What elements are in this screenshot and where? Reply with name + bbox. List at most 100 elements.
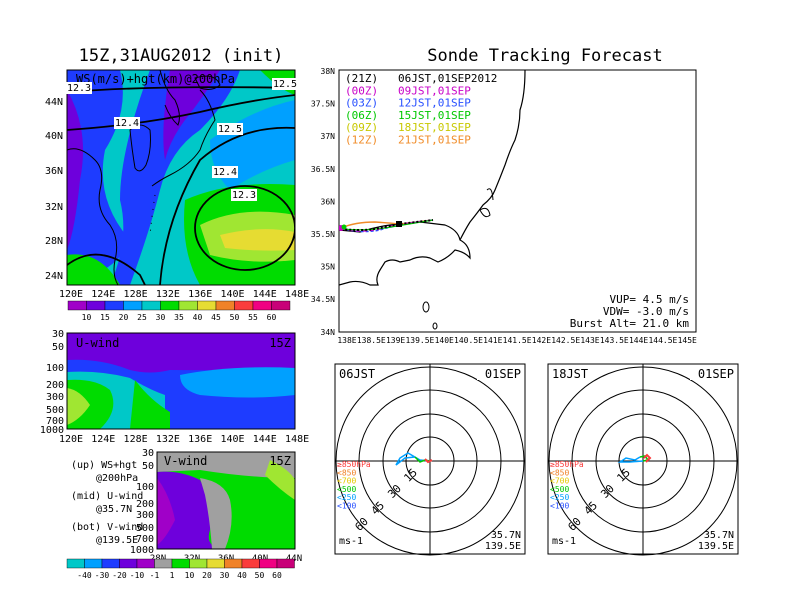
level-legend: <700 <box>550 477 569 486</box>
level-legend: ≥850hPa <box>337 460 371 469</box>
map-frame <box>66 69 296 286</box>
colorbar-tick-label: 15 <box>100 313 110 322</box>
wind-component-colorbar: -40 -30 -20 -10 -1 1 10 20 30 40 50 60 <box>66 558 295 580</box>
lon-tick-label: 143E <box>580 336 599 345</box>
label-bg <box>690 366 736 380</box>
contour-label-box <box>217 123 243 135</box>
right-title: Sonde Tracking Forecast <box>427 46 662 66</box>
hodograph-lon: 139.5E <box>485 541 521 552</box>
u-wind-label: U-wind <box>76 336 119 350</box>
lat-tick-label: 35N <box>321 263 336 272</box>
colorbar-swatch <box>271 300 291 311</box>
legend-line: (up) WS+hgt <box>71 460 137 471</box>
hodograph-trace <box>643 453 652 463</box>
lat-tick-label: 36N <box>321 197 336 206</box>
lon-tick-label: 140E <box>220 289 244 300</box>
lon-tick-label: 120E <box>59 289 83 300</box>
lon-tick-label: 124E <box>91 289 115 300</box>
colorbar-tick-label: 30 <box>156 313 166 322</box>
colorbar-tick-label: 55 <box>248 313 258 322</box>
lat-tick-label: 38N <box>321 67 336 76</box>
lon-tick-label: 139E <box>386 336 405 345</box>
colorbar-swatch <box>160 300 180 311</box>
colorbar-tick-label: 40 <box>237 571 247 580</box>
colorbar-swatch <box>154 558 173 569</box>
colorbar-swatch <box>101 558 120 569</box>
lat-tick-label: 34.5N <box>311 295 335 304</box>
colorbar-tick-label: 60 <box>267 313 277 322</box>
label-bg <box>337 366 379 380</box>
colorbar-swatch <box>259 558 278 569</box>
colorbar-tick-label: -40 <box>77 571 92 580</box>
level-legend: <700 <box>337 477 356 486</box>
lon-tick-label: 144E <box>253 289 277 300</box>
colorbar-tick-label: -1 <box>150 571 160 580</box>
contour-label: 12.3 <box>67 83 91 94</box>
hodograph-time: 18JST <box>552 367 588 381</box>
map-label: WS(m/s)+hgt(km)@200hPa <box>76 72 235 86</box>
pressure-tick-label: 500 <box>46 405 64 416</box>
colorbar-swatch <box>136 558 155 569</box>
hodograph-trace <box>424 458 433 464</box>
colorbar-swatch <box>119 558 138 569</box>
hodograph-lat: 35.7N <box>491 530 521 541</box>
pressure-tick-label: 300 <box>136 510 154 521</box>
contour-label: 12.4 <box>213 167 237 178</box>
level-legend: <850 <box>337 468 356 477</box>
lon-tick-label: 148E <box>285 289 309 300</box>
contour-label-box <box>114 117 140 129</box>
panel-legend: (up) WS+hgt @200hPa (mid) U-wind @35.7N (bot… <box>71 460 143 546</box>
hodograph-lat: 35.7N <box>704 530 734 541</box>
hodograph-time: 06JST <box>339 367 375 381</box>
hodograph-unit: ms-1 <box>552 536 576 547</box>
track-jst-time: 21JST,01SEP <box>398 134 471 147</box>
contour-label: 12.5 <box>273 79 297 90</box>
lat-tick-label: 36.5N <box>311 165 335 174</box>
lon-tick-label: 140E <box>435 336 454 345</box>
pressure-tick-label: 100 <box>136 482 154 493</box>
contour-label: 12.5 <box>218 124 242 135</box>
pressure-tick-label: 50 <box>142 461 154 472</box>
ascent-rate: VUP= 4.5 m/s <box>610 293 689 306</box>
track-lat-ticks: 38N 37.5N 37N 36.5N 36N 35.5N 35N 34.5N 34N <box>311 67 335 337</box>
lon-tick-label: 132E <box>156 434 180 445</box>
colorbar-tick-label: -30 <box>95 571 110 580</box>
colorbar-tick-label: 30 <box>220 571 230 580</box>
colorbar-tick-label: 10 <box>82 313 92 322</box>
colorbar-swatch <box>141 300 161 311</box>
colorbar-swatch <box>67 300 87 311</box>
lon-tick-label: 142.5E <box>551 336 580 345</box>
v-wind-label: V-wind <box>164 454 207 468</box>
pressure-tick-label: 300 <box>46 392 64 403</box>
track-lon-ticks: 138E 138.5E 139E 139.5E 140E 140.5E 141E 141.5E… <box>337 336 697 345</box>
hodograph-lon: 139.5E <box>698 541 734 552</box>
colorbar-swatch <box>215 300 235 311</box>
lon-tick-label: 144.5E <box>648 336 677 345</box>
label-bg <box>550 366 592 380</box>
hodograph-trace <box>639 455 650 462</box>
colorbar-tick-label: 60 <box>272 571 282 580</box>
lat-tick-label: 24N <box>45 271 63 282</box>
track-coastline <box>339 70 526 330</box>
lon-tick-label: 142E <box>532 336 551 345</box>
pressure-tick-label: 100 <box>46 363 64 374</box>
level-legend: <850 <box>550 468 569 477</box>
contour-label-box <box>231 189 257 201</box>
colorbar-swatch <box>104 300 124 311</box>
colorbar-swatch <box>234 300 254 311</box>
colorbar-tick-label: -20 <box>112 571 127 580</box>
pressure-tick-label: 200 <box>46 380 64 391</box>
map-lat-ticks: 44N 40N 36N 32N 28N 24N <box>45 97 63 282</box>
colorbar-swatch <box>276 558 295 569</box>
track-jst-time: 18JST,01SEP <box>398 121 471 134</box>
lon-tick-label: 140.5E <box>454 336 483 345</box>
contour-label: 12.3 <box>232 190 256 201</box>
colorbar-swatch <box>252 300 272 311</box>
track-utc-time: (12Z) <box>345 134 378 147</box>
colorbar-swatch <box>86 300 106 311</box>
contour-label-box <box>66 82 92 94</box>
lat-tick-label: 35.5N <box>311 230 335 239</box>
pressure-tick-label: 500 <box>136 523 154 534</box>
